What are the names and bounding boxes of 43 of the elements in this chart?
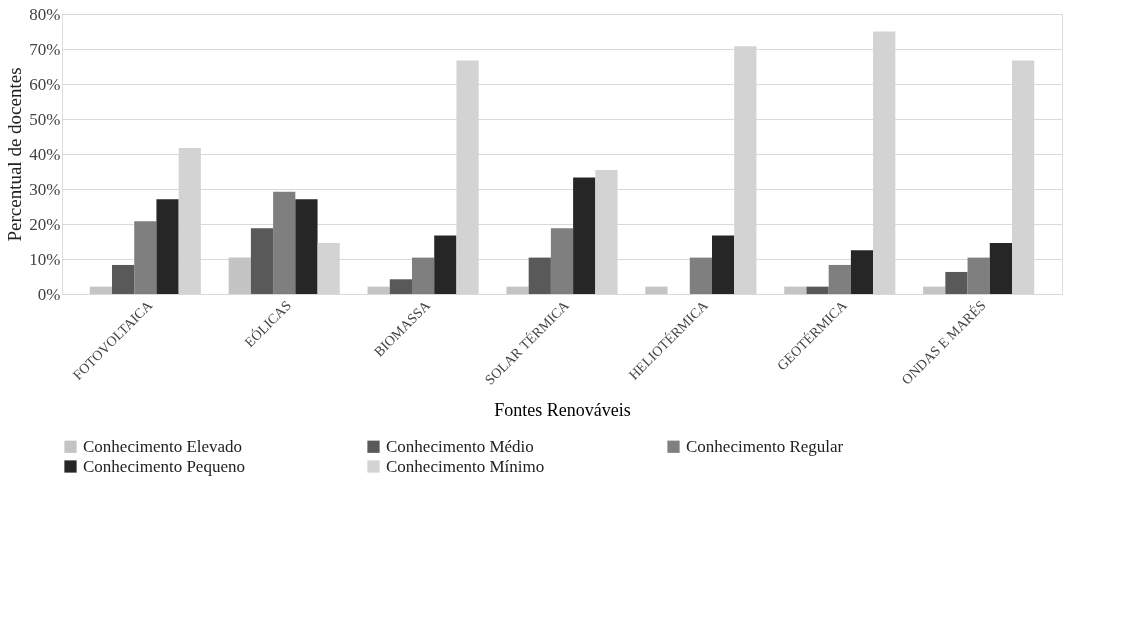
bar xyxy=(850,250,874,294)
bar xyxy=(945,271,968,294)
y-tick-label: 0% xyxy=(37,284,61,304)
bar xyxy=(806,286,829,294)
y-tick-label: 30% xyxy=(29,179,61,199)
bar xyxy=(689,257,712,294)
bar xyxy=(828,264,851,294)
y-tick-label: 70% xyxy=(29,39,61,59)
y-tick-label: 50% xyxy=(29,109,61,129)
bar xyxy=(156,199,179,294)
bar xyxy=(573,177,596,294)
bar xyxy=(228,257,251,294)
y-tick-label: 20% xyxy=(29,214,61,234)
bar xyxy=(112,264,135,294)
bar xyxy=(528,257,551,294)
bar xyxy=(89,286,112,294)
legend-label: Conhecimento Mínimo xyxy=(386,456,545,476)
y-tick-label: 40% xyxy=(29,144,61,164)
bar xyxy=(134,221,157,294)
bar xyxy=(784,286,807,294)
bar xyxy=(367,286,390,294)
bar xyxy=(273,191,296,294)
y-axis-title: Percentual de docentes xyxy=(4,67,26,242)
y-tick-label: 10% xyxy=(29,249,61,269)
y-tick-label: 60% xyxy=(29,74,61,94)
bar xyxy=(712,235,735,294)
bar xyxy=(295,199,318,294)
bar xyxy=(506,286,529,294)
legend-label: Conhecimento Pequeno xyxy=(83,456,245,476)
bar xyxy=(989,242,1012,294)
legend-label: Conhecimento Elevado xyxy=(83,436,243,456)
bar xyxy=(923,286,946,294)
y-tick-label: 80% xyxy=(29,4,61,24)
x-axis-title: Fontes Renováveis xyxy=(494,399,631,420)
bar xyxy=(412,257,435,294)
legend-label: Conhecimento Médio xyxy=(386,436,534,456)
bar xyxy=(550,228,574,294)
bar xyxy=(967,257,990,294)
bar xyxy=(389,279,412,294)
bar xyxy=(434,235,457,294)
bar xyxy=(250,228,274,294)
bar xyxy=(645,286,668,294)
legend-label: Conhecimento Regular xyxy=(686,436,844,456)
